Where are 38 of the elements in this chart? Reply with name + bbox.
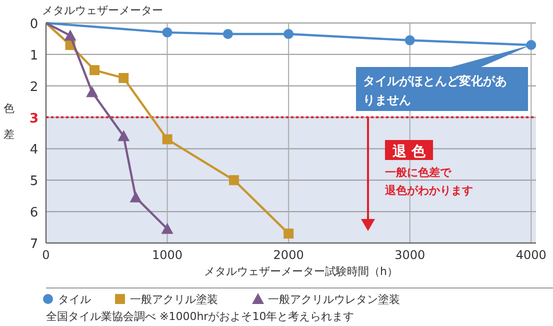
y-tick-label: 6 [30, 206, 38, 221]
point [222, 29, 233, 39]
y-axis-title: 色差 [4, 102, 14, 141]
point [162, 134, 172, 144]
x-tick-label: 0 [42, 248, 50, 262]
point [526, 40, 536, 50]
x-tick-label: 4000 [516, 248, 546, 262]
point [86, 86, 98, 98]
y-tick-label: 0 [30, 17, 38, 32]
text: 全国タイル業協会調べ ※1000hrがおよそ10年と考えられます [46, 310, 354, 323]
point [162, 27, 172, 38]
x-tick-label: 1000 [152, 248, 183, 262]
point [118, 130, 130, 142]
y-tick-label: 4 [30, 142, 38, 158]
y-tick-label: 3 [29, 111, 39, 126]
legend-label: 一般アクリル塗装 [130, 293, 218, 306]
annotation: 一般に色差で退色がわかります [384, 166, 473, 197]
point [228, 175, 239, 186]
y-tick-label: 1 [30, 48, 38, 64]
point [64, 30, 76, 41]
point [118, 73, 129, 83]
point [90, 65, 100, 76]
x-tick-label: 2000 [273, 248, 304, 262]
point [161, 222, 174, 234]
point [404, 35, 415, 46]
chart-title: メタルウェザーメーター [42, 4, 163, 17]
y-tick-label: 5 [30, 174, 38, 190]
point [130, 191, 142, 202]
legend-label: 一般アクリルウレタン塗装 [268, 293, 400, 306]
annotation: 退 色 [392, 143, 426, 160]
x-tick-label: 3000 [394, 248, 426, 262]
y-tick-label: 7 [30, 237, 38, 252]
x-axis-title: メタルウェザーメーター試験時間（h） [204, 265, 398, 278]
point [284, 29, 294, 39]
y-tick-label: 2 [30, 80, 38, 95]
legend-label: タイル [58, 293, 91, 306]
point [284, 228, 294, 239]
annotation: タイルがほとんど変化がありません [363, 74, 507, 107]
